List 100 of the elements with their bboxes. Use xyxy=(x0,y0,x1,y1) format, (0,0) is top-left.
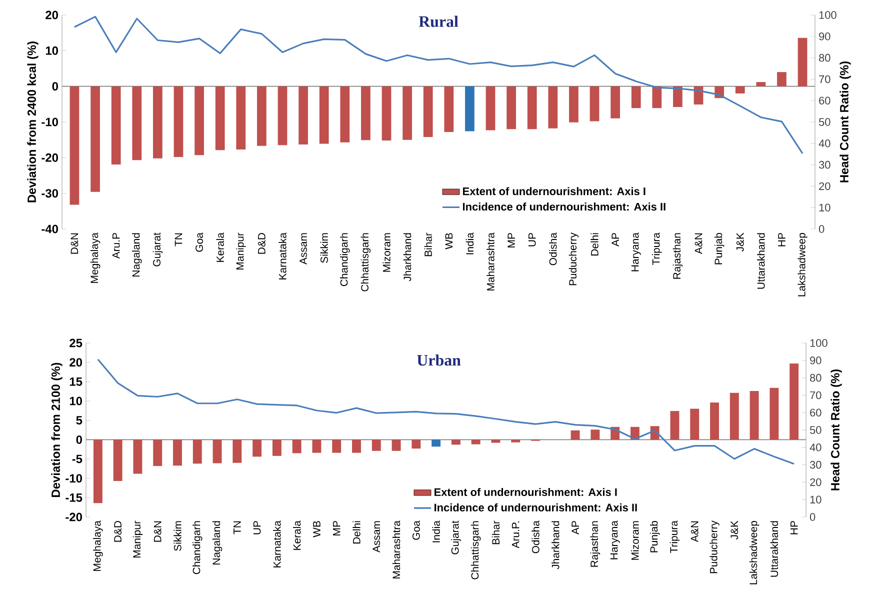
bar xyxy=(750,390,759,440)
legend-label: Extent of undernourishment: Axis I xyxy=(434,488,617,496)
y2-tick-label: 60 xyxy=(819,96,830,104)
y-tick-label: 25 xyxy=(70,338,82,348)
bar xyxy=(402,86,412,140)
bar xyxy=(710,402,719,440)
bar xyxy=(174,86,184,157)
x-tick-label: Bihar xyxy=(492,520,500,544)
bar xyxy=(278,86,288,146)
x-tick-label: AP xyxy=(612,233,619,246)
y2-tick-label: 40 xyxy=(810,444,822,452)
bar xyxy=(673,86,682,108)
y2-tick-label: 10 xyxy=(819,204,830,212)
y-axis-title: Deviation from 2100 (%) xyxy=(51,362,62,497)
bar xyxy=(756,82,766,86)
bar xyxy=(93,440,102,504)
bar xyxy=(340,86,350,142)
bar xyxy=(272,440,282,456)
bar xyxy=(570,430,580,440)
y-tick-label: -20 xyxy=(42,153,58,162)
x-tick-label: A&N xyxy=(694,233,702,254)
y-tick-label: 0 xyxy=(52,82,58,91)
bar xyxy=(432,440,441,447)
bar xyxy=(111,86,121,164)
x-tick-label: Sikkim xyxy=(320,233,328,263)
bar xyxy=(361,86,370,140)
x-tick-label: Chandigarh xyxy=(192,521,202,574)
y2-tick-label: 50 xyxy=(810,426,822,434)
y2-tick-label: 80 xyxy=(810,374,822,382)
bar xyxy=(332,440,342,453)
bar xyxy=(471,440,480,444)
x-tick-label: Kerala xyxy=(216,232,224,262)
x-tick-label: HP xyxy=(790,521,798,534)
x-tick-label: AP xyxy=(572,521,579,534)
y-tick-label: -30 xyxy=(42,189,58,198)
x-tick-label: Odisha xyxy=(532,520,540,554)
x-tick-label: TN xyxy=(234,521,241,534)
x-tick-label: Tripura xyxy=(670,520,680,554)
bar xyxy=(451,440,460,445)
x-tick-label: Mizoram xyxy=(631,521,639,560)
y-tick-label: 0 xyxy=(76,435,82,444)
y2-tick-label: 100 xyxy=(819,11,836,19)
bar xyxy=(548,86,558,128)
x-tick-label: Delhi xyxy=(590,233,598,256)
x-tick-label: Jharkhand xyxy=(403,233,412,282)
y2-tick-label: 90 xyxy=(819,32,830,40)
y-tick-label: 20 xyxy=(70,358,82,367)
bar xyxy=(690,408,700,440)
x-tick-label: Lakshadweep xyxy=(798,232,808,296)
x-tick-label: D&D xyxy=(114,521,122,542)
x-tick-label: A&N xyxy=(690,521,698,542)
y2-tick-label: 100 xyxy=(810,339,828,347)
bar xyxy=(232,440,242,463)
y2-tick-label: 60 xyxy=(810,408,822,416)
legend-label: Extent of undernourishment: Axis I xyxy=(463,187,646,196)
y-tick-label: -20 xyxy=(66,512,82,522)
x-tick-label: HP xyxy=(778,233,786,246)
x-tick-label: Uttarakhand xyxy=(757,233,765,289)
x-tick-label: Mizoram xyxy=(382,233,390,272)
bar xyxy=(352,440,361,453)
y2-tick-label: 30 xyxy=(810,460,822,469)
bar xyxy=(631,86,641,108)
x-tick-label: Sikkim xyxy=(174,521,182,551)
bar xyxy=(735,86,745,94)
x-tick-label: Punjab xyxy=(714,232,724,264)
x-tick-label: WB xyxy=(313,521,320,538)
y2-tick-label: 40 xyxy=(818,140,830,148)
y2-axis-title: Head Count Ratio (%) xyxy=(830,369,842,490)
bar xyxy=(70,86,80,205)
x-tick-label: Uttarakhand xyxy=(770,521,778,577)
x-tick-label: Aru.P xyxy=(112,233,120,259)
y-tick-label: -10 xyxy=(42,118,58,126)
legend-label: Incidence of undernourishment: Axis II xyxy=(463,202,666,211)
bar xyxy=(569,86,578,122)
y2-tick-label: 90 xyxy=(810,356,822,364)
x-tick-label: Rajasthan xyxy=(672,233,683,279)
x-tick-label: Nagaland xyxy=(212,521,222,564)
bar xyxy=(652,86,662,108)
bar xyxy=(372,440,381,451)
x-tick-label: Assam xyxy=(372,521,380,552)
bar xyxy=(298,86,308,144)
x-tick-label: Odisha xyxy=(549,232,557,266)
x-tick-label: Gujarat xyxy=(152,232,163,266)
x-tick-label: Manipur xyxy=(132,520,143,558)
x-tick-label: Nagaland xyxy=(132,233,142,276)
bar xyxy=(132,86,142,160)
bar xyxy=(770,388,779,440)
y2-tick-label: 70 xyxy=(819,75,830,84)
x-tick-label: Lakshadweep xyxy=(749,520,760,584)
x-tick-label: MP xyxy=(333,521,340,536)
x-tick-label: J&K xyxy=(730,520,738,540)
bar xyxy=(777,72,786,86)
y2-tick-label: 0 xyxy=(818,225,824,233)
y-tick-label: -10 xyxy=(66,474,82,483)
x-tick-label: Rajasthan xyxy=(590,521,600,567)
x-tick-label: Gujarat xyxy=(451,520,461,554)
y2-tick-label: 80 xyxy=(819,54,830,62)
bar xyxy=(292,440,302,454)
y2-tick-label: 20 xyxy=(819,182,830,190)
bar xyxy=(610,86,620,118)
